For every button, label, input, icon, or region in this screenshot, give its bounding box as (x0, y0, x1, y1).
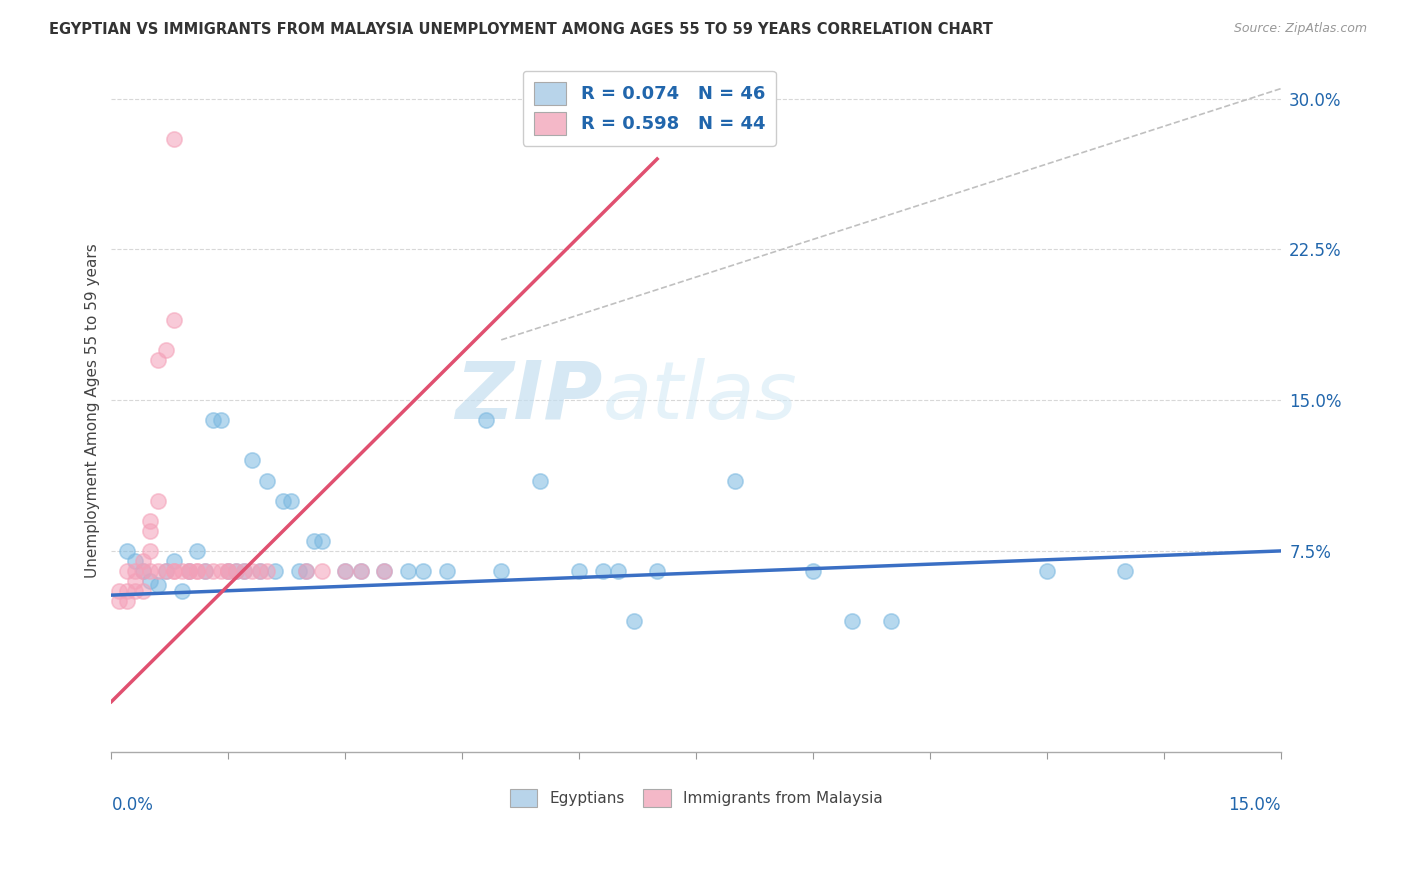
Point (163, 554, 186, 568)
Point (256, 474, 278, 488)
Point (489, 564, 512, 578)
Point (124, 574, 146, 588)
Point (880, 614, 903, 628)
Point (287, 564, 309, 578)
Point (179, 564, 201, 578)
Point (217, 564, 239, 578)
Point (225, 564, 247, 578)
Point (623, 614, 645, 628)
Point (645, 564, 668, 578)
Point (163, 132, 186, 146)
Point (350, 564, 373, 578)
Point (131, 564, 153, 578)
Point (108, 594, 131, 608)
Point (163, 564, 186, 578)
Point (155, 343, 177, 357)
Point (568, 564, 591, 578)
Point (249, 564, 271, 578)
Point (396, 564, 419, 578)
Point (186, 564, 208, 578)
Point (801, 564, 824, 578)
Point (155, 564, 177, 578)
Point (155, 564, 177, 578)
Point (841, 614, 863, 628)
Point (124, 554, 146, 568)
Point (295, 564, 318, 578)
Point (170, 564, 193, 578)
Point (108, 584, 131, 599)
Point (139, 574, 162, 588)
Point (295, 564, 318, 578)
Point (131, 554, 153, 568)
Point (179, 564, 201, 578)
Point (249, 564, 271, 578)
Text: Source: ZipAtlas.com: Source: ZipAtlas.com (1233, 22, 1367, 36)
Point (115, 564, 138, 578)
Point (335, 564, 357, 578)
Point (163, 312, 186, 326)
Point (139, 564, 162, 578)
Point (233, 564, 256, 578)
Point (201, 413, 224, 427)
Point (148, 493, 170, 508)
Point (350, 564, 373, 578)
Point (264, 564, 287, 578)
Point (115, 544, 138, 558)
Point (335, 564, 357, 578)
Text: 0.0%: 0.0% (111, 797, 153, 814)
Text: EGYPTIAN VS IMMIGRANTS FROM MALAYSIA UNEMPLOYMENT AMONG AGES 55 TO 59 YEARS CORR: EGYPTIAN VS IMMIGRANTS FROM MALAYSIA UNE… (49, 22, 993, 37)
Point (131, 564, 153, 578)
Point (412, 564, 434, 578)
Point (209, 564, 232, 578)
Point (1114, 564, 1136, 578)
Point (225, 564, 247, 578)
Point (373, 564, 395, 578)
Point (271, 493, 294, 508)
Point (148, 578, 170, 592)
Point (302, 533, 325, 548)
Point (194, 564, 217, 578)
Point (256, 564, 278, 578)
Point (1036, 564, 1059, 578)
Point (148, 353, 170, 368)
Point (124, 584, 146, 599)
Point (139, 544, 162, 558)
Text: 15.0%: 15.0% (1229, 797, 1281, 814)
Legend: Egyptians, Immigrants from Malaysia: Egyptians, Immigrants from Malaysia (503, 783, 889, 813)
Point (115, 584, 138, 599)
Text: atlas: atlas (603, 358, 797, 435)
Point (201, 564, 224, 578)
Point (474, 413, 496, 427)
Point (529, 474, 551, 488)
Point (186, 564, 208, 578)
Text: ZIP: ZIP (456, 358, 603, 435)
Point (373, 564, 395, 578)
Point (311, 564, 333, 578)
Point (194, 564, 217, 578)
Point (592, 564, 614, 578)
Point (436, 564, 458, 578)
Point (115, 594, 138, 608)
Point (607, 564, 630, 578)
Point (233, 564, 256, 578)
Point (311, 533, 333, 548)
Point (124, 564, 146, 578)
Point (240, 564, 263, 578)
Point (148, 564, 170, 578)
Point (179, 564, 201, 578)
Point (724, 474, 747, 488)
Point (280, 493, 302, 508)
Point (186, 544, 208, 558)
Point (209, 413, 232, 427)
Point (163, 564, 186, 578)
Point (170, 584, 193, 599)
Point (139, 514, 162, 528)
Point (217, 564, 239, 578)
Y-axis label: Unemployment Among Ages 55 to 59 years: Unemployment Among Ages 55 to 59 years (86, 243, 100, 578)
Point (240, 453, 263, 467)
Point (217, 564, 239, 578)
Point (139, 524, 162, 538)
Point (131, 584, 153, 599)
